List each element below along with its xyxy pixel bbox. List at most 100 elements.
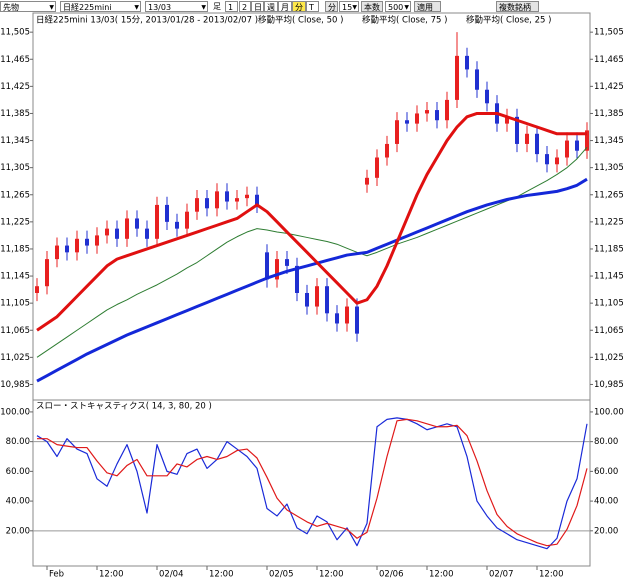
- candle-body: [585, 130, 589, 151]
- y-tick-label: 11,185: [0, 244, 30, 254]
- candle-body: [245, 194, 249, 199]
- y-tick-label: 40.00: [6, 497, 30, 507]
- period-button[interactable]: 月: [278, 1, 292, 12]
- candle-body: [405, 120, 409, 124]
- y-tick-label: 11,025: [594, 353, 624, 363]
- candle-body: [75, 238, 79, 253]
- candle-body: [435, 110, 439, 121]
- y-tick-label: 11,385: [0, 109, 30, 119]
- count-select[interactable]: 500: [385, 1, 411, 13]
- candle-body: [475, 69, 479, 90]
- y-tick-label: 60.00: [6, 467, 30, 477]
- candle-body: [565, 140, 569, 158]
- candle-body: [255, 194, 259, 205]
- y-tick-label: 11,185: [594, 244, 624, 254]
- market-select[interactable]: 先物: [0, 1, 56, 13]
- candle-body: [145, 228, 149, 239]
- y-tick-label: 80.00: [594, 437, 618, 447]
- compare-button[interactable]: 複数銘柄: [496, 1, 539, 12]
- x-tick-label: 12:00: [99, 570, 124, 580]
- unit-label: 分: [325, 1, 338, 12]
- chart-title: 日経225mini 13/03( 15分, 2013/01/28 - 2013/…: [36, 15, 258, 26]
- x-tick-label: 12:00: [539, 570, 564, 580]
- y-tick-label: 11,305: [0, 163, 30, 173]
- candle-body: [385, 143, 389, 158]
- period-button[interactable]: 週: [264, 1, 278, 12]
- candle-body: [555, 157, 559, 165]
- y-tick-label: 40.00: [594, 497, 618, 507]
- candle-body: [85, 238, 89, 246]
- candle-body: [395, 120, 399, 144]
- y-tick-label: 20.00: [594, 526, 618, 536]
- indicator-title: スロー・ストキャスティクス( 14, 3, 80, 20 ): [36, 402, 212, 412]
- period-button[interactable]: 1: [225, 1, 238, 12]
- period-button[interactable]: 日: [251, 1, 264, 12]
- x-tick-label: 12:00: [209, 570, 234, 580]
- y-tick-label: 11,265: [0, 190, 30, 200]
- y-tick-label: 80.00: [6, 437, 30, 447]
- y-tick-label: 11,465: [0, 55, 30, 65]
- candle-body: [515, 116, 519, 144]
- candle-body: [105, 228, 109, 236]
- y-tick-label: 11,425: [0, 82, 30, 92]
- x-tick-label: 12:00: [429, 570, 454, 580]
- candle-body: [195, 198, 199, 212]
- candle-body: [35, 286, 39, 293]
- candle-body: [65, 245, 69, 253]
- y-tick-label: 60.00: [594, 467, 618, 477]
- plot-frame: [32, 12, 591, 567]
- y-tick-label: 11,345: [0, 136, 30, 146]
- period-button[interactable]: 分: [292, 1, 306, 12]
- candle-body: [375, 157, 379, 178]
- candle-body: [95, 235, 99, 246]
- period-button[interactable]: T: [306, 1, 319, 12]
- bar-label: 足: [213, 2, 221, 11]
- series-line: [37, 418, 588, 547]
- symbol-select[interactable]: 日経225mini: [60, 1, 141, 13]
- y-tick-label: 11,065: [594, 326, 624, 336]
- candle-body: [465, 55, 469, 70]
- y-tick-label: 11,265: [594, 190, 624, 200]
- y-tick-label: 100.00: [594, 407, 624, 417]
- candle-body: [115, 228, 119, 239]
- y-tick-label: 11,385: [594, 109, 624, 119]
- candle-body: [295, 265, 299, 293]
- y-tick-label: 11,505: [0, 28, 30, 38]
- apply-button[interactable]: 適用: [414, 1, 441, 12]
- candle-body: [325, 286, 329, 314]
- y-tick-label: 11,305: [594, 163, 624, 173]
- candle-body: [455, 55, 459, 100]
- count-label: 本数: [361, 1, 383, 12]
- legend-entry: 移動平均( Close, 75 ): [362, 15, 447, 26]
- y-tick-label: 100.00: [0, 407, 30, 417]
- y-tick-label: 11,505: [594, 28, 624, 38]
- candle-body: [215, 191, 219, 209]
- candle-body: [155, 204, 159, 239]
- y-tick-label: 11,105: [594, 299, 624, 309]
- x-tick-label: 02/07: [489, 570, 514, 580]
- x-tick-label: Feb: [49, 570, 64, 580]
- x-tick-label: 12:00: [319, 570, 344, 580]
- series-line: [36, 111, 587, 332]
- y-tick-label: 11,145: [0, 272, 30, 282]
- interval-select[interactable]: 15: [339, 1, 359, 13]
- y-tick-label: 11,345: [594, 136, 624, 146]
- candle-body: [415, 113, 419, 124]
- candle-body: [165, 204, 169, 222]
- candle-body: [55, 245, 59, 260]
- y-tick-label: 11,025: [0, 353, 30, 363]
- y-tick-label: 11,225: [0, 217, 30, 227]
- period-button[interactable]: 2: [239, 1, 251, 12]
- candle-body: [285, 259, 289, 266]
- candle-body: [355, 306, 359, 334]
- candle-body: [235, 198, 239, 202]
- series-line: [36, 417, 588, 550]
- y-tick-label: 11,145: [594, 272, 624, 282]
- y-tick-label: 10,985: [594, 380, 624, 390]
- candle-body: [45, 259, 49, 287]
- contract-select[interactable]: 13/03: [145, 1, 208, 13]
- candle-body: [485, 89, 489, 104]
- y-tick-label: 10,985: [0, 380, 30, 390]
